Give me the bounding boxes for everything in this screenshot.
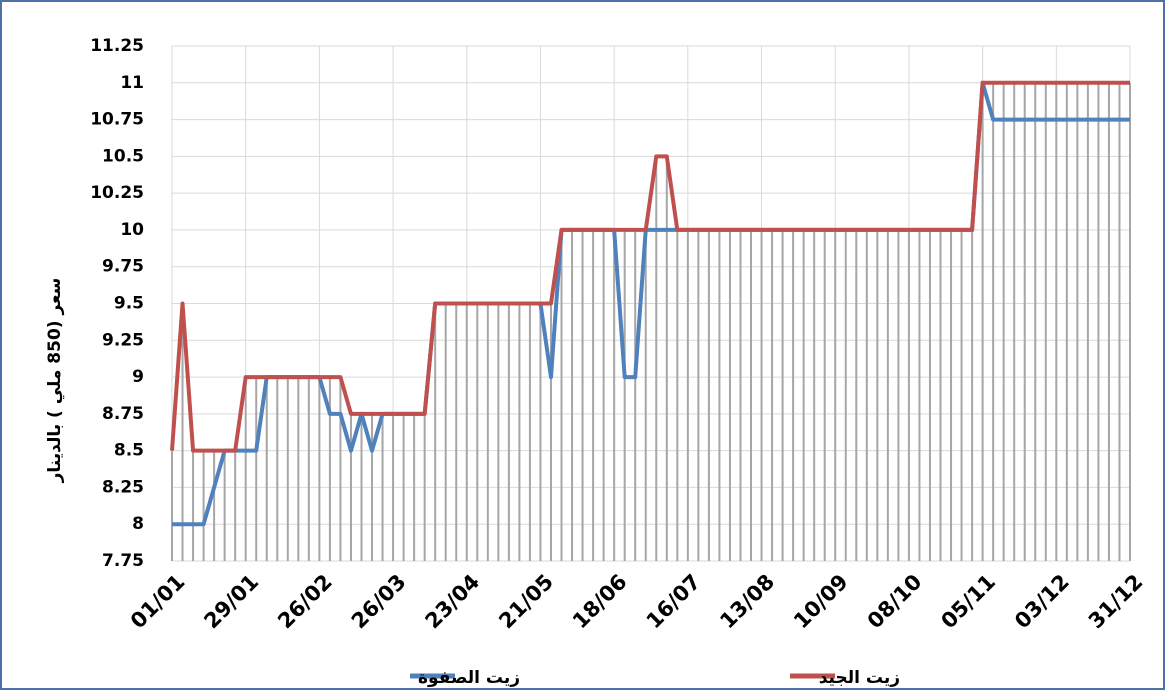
y-tick-label: 8 (132, 514, 144, 534)
y-tick-label: 9.75 (102, 257, 144, 277)
y-tick-label: 11 (120, 73, 144, 93)
y-axis-title: سعر (850 ملي ) بالدينار (45, 278, 65, 484)
y-tick-label: 7.75 (102, 551, 144, 571)
y-tick-label: 8.5 (114, 441, 144, 461)
y-tick-label: 9.5 (114, 294, 144, 314)
y-tick-label: 8.25 (102, 477, 144, 497)
legend-label: زيت الجيد (819, 668, 900, 688)
y-tick-label: 10.5 (102, 146, 144, 166)
y-tick-label: 10.25 (90, 183, 144, 203)
y-tick-label: 11.25 (90, 36, 144, 56)
legend-label: زيت الصفوة (418, 668, 520, 688)
y-tick-label: 9.25 (102, 330, 144, 350)
y-tick-label: 10.75 (90, 110, 144, 130)
y-tick-label: 9 (132, 367, 144, 387)
series-line (170, 80, 1130, 453)
y-tick-label: 8.75 (102, 404, 144, 424)
y-tick-label: 10 (120, 220, 144, 240)
